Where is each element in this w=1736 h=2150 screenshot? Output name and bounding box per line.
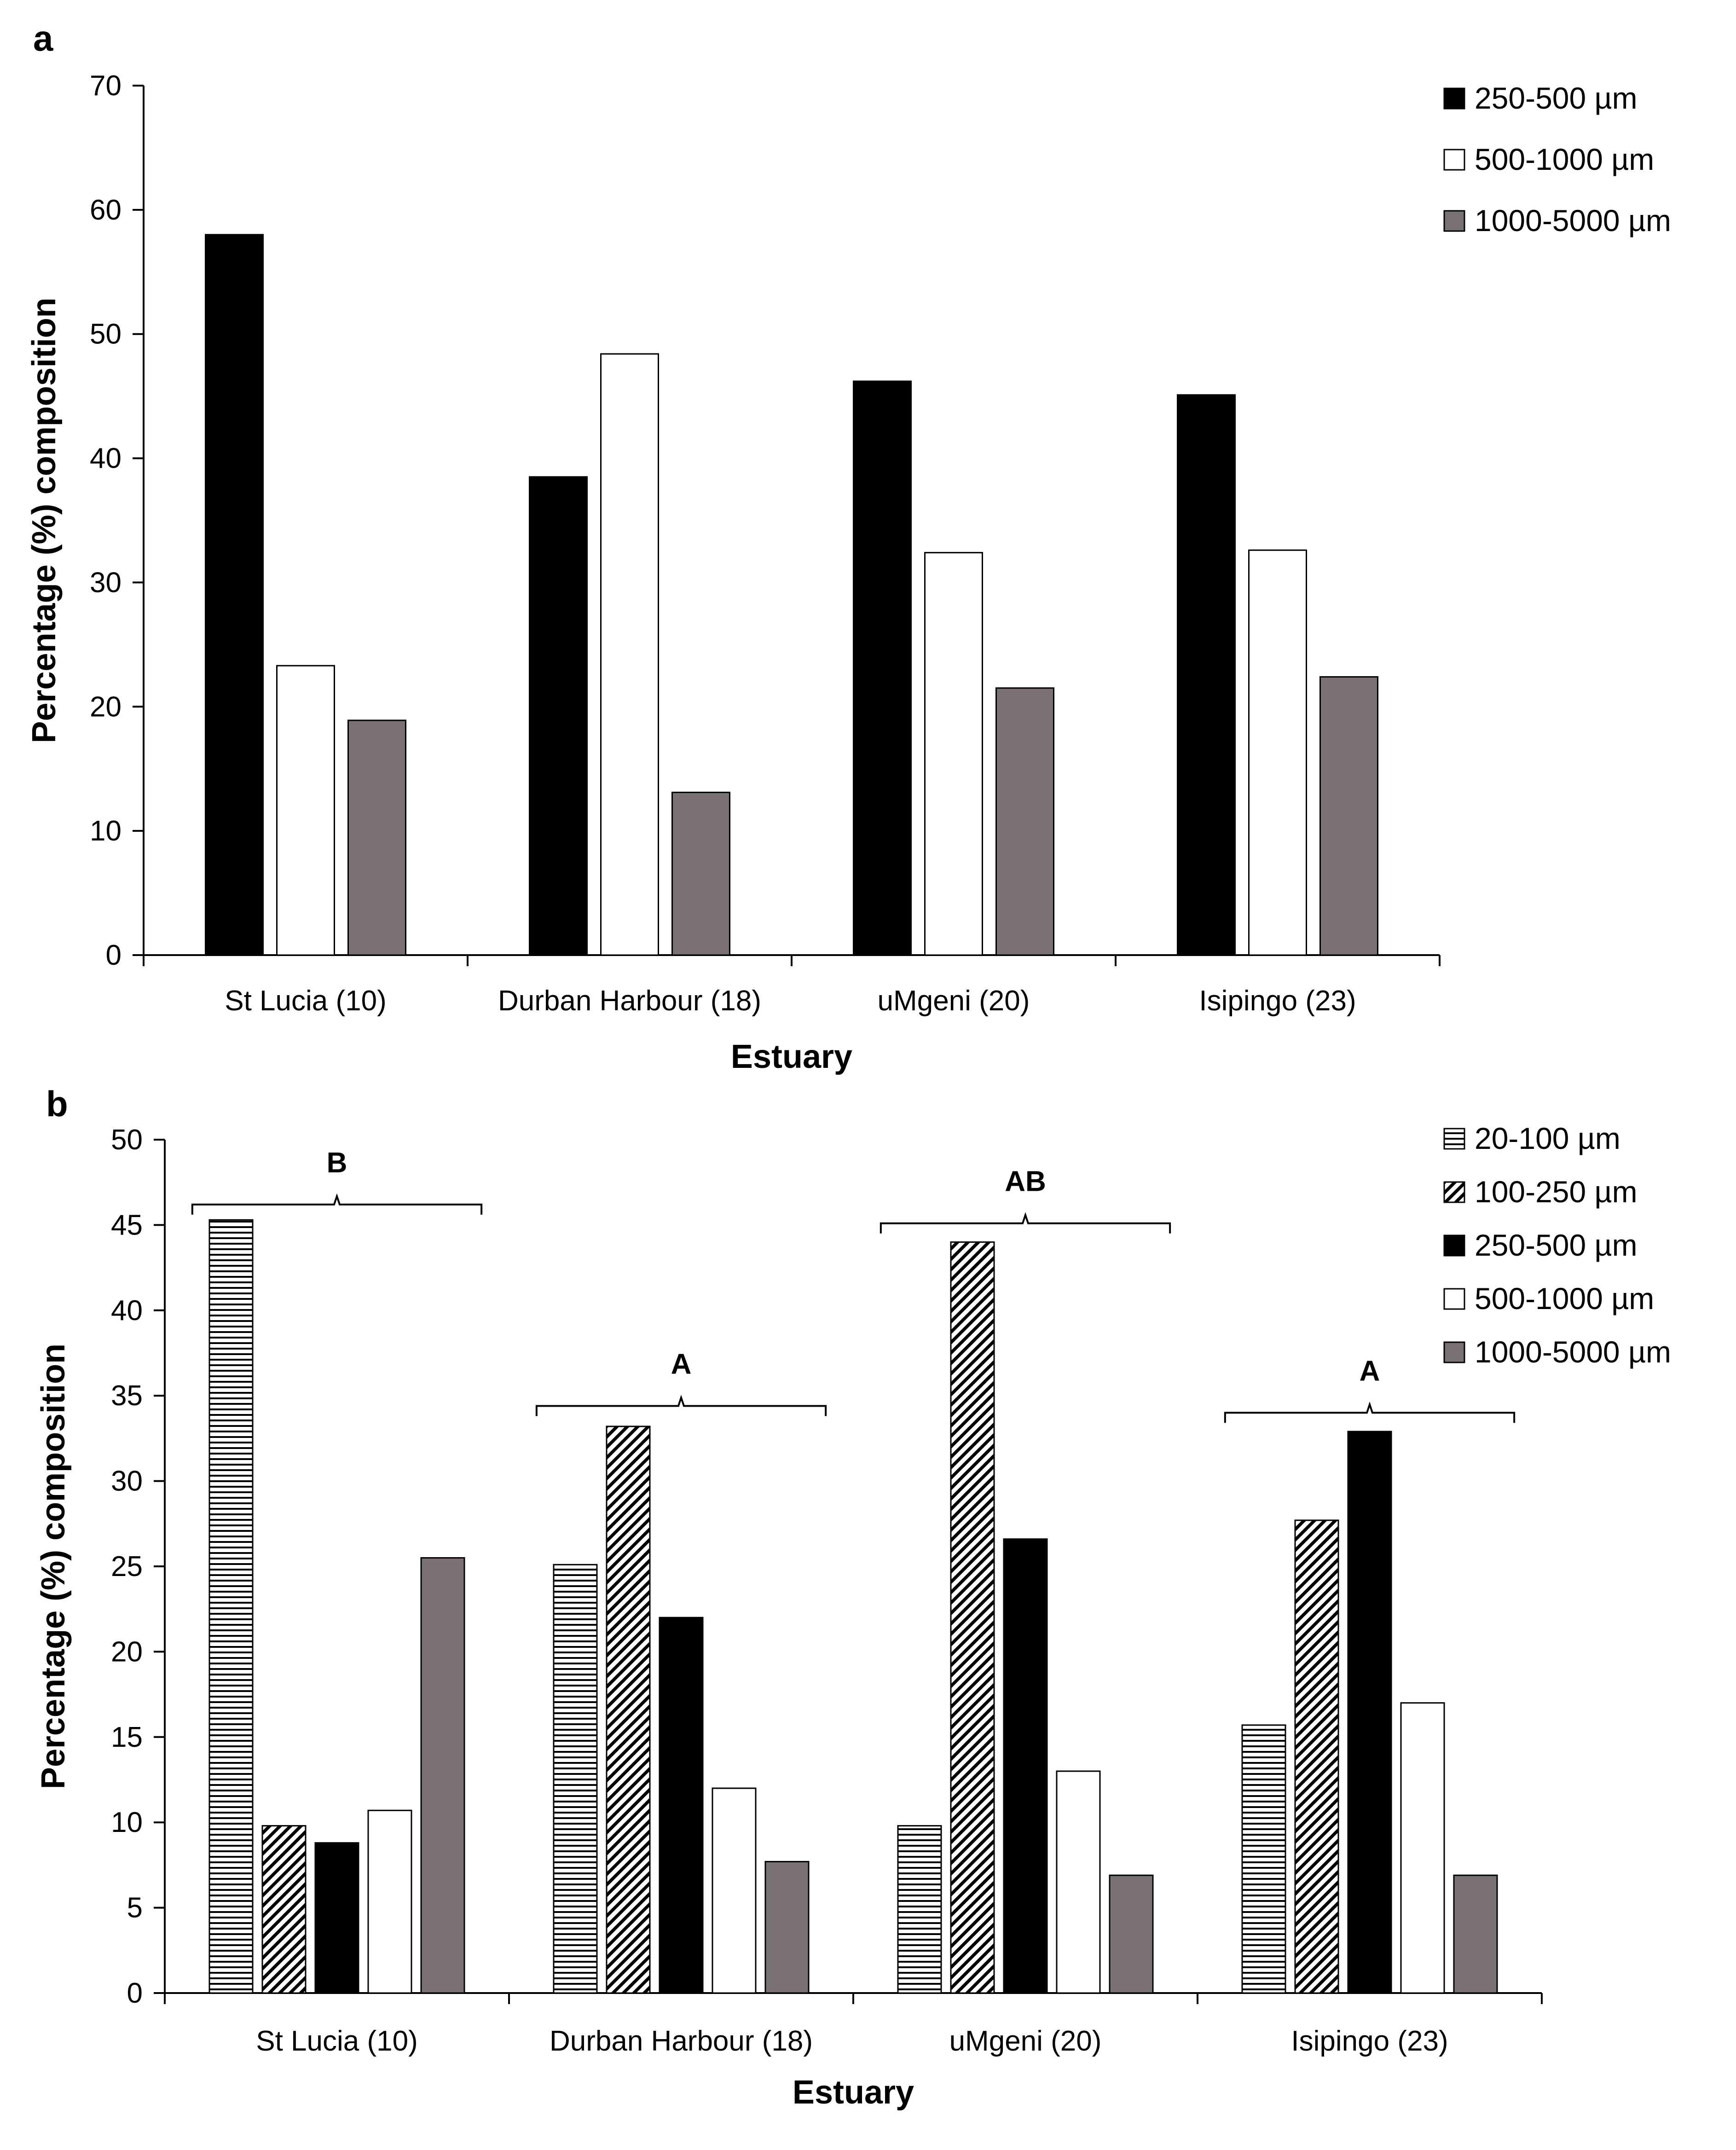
x-category-label: uMgeni (20) [878, 985, 1030, 1017]
y-tick-label: 30 [111, 1466, 143, 1497]
y-tick-label: 35 [111, 1380, 143, 1412]
x-category-label: uMgeni (20) [949, 2025, 1102, 2057]
bar-a-1-0 [529, 476, 588, 956]
bar-b-3-1 [1294, 1519, 1339, 1994]
bar-a-3-0 [1177, 394, 1236, 956]
y-tick-label: 50 [90, 319, 122, 350]
y-tick-label: 60 [90, 194, 122, 226]
bar-b-3-0 [1241, 1724, 1286, 1994]
y-tick-label: 15 [111, 1721, 143, 1753]
bar-b-1-1 [606, 1426, 651, 1994]
x-axis-title: Estuary [793, 2074, 914, 2111]
y-tick-label: 40 [111, 1295, 143, 1327]
bar-a-3-1 [1248, 549, 1307, 956]
y-tick-label: 25 [111, 1551, 143, 1582]
bar-b-2-4 [1109, 1874, 1154, 1994]
legend-swatch [1443, 149, 1465, 171]
legend-label: 500-1000 µm [1475, 142, 1654, 176]
bar-b-0-2 [314, 1842, 359, 1994]
significance-label: A [1360, 1355, 1380, 1387]
y-axis-title: Percentage (%) composition [35, 1344, 72, 1789]
bar-a-2-0 [853, 380, 912, 956]
bar-a-1-2 [671, 791, 730, 956]
legend-swatch [1443, 87, 1465, 110]
legend-swatch [1443, 1234, 1465, 1257]
significance-bracket [535, 1395, 827, 1416]
legend-swatch [1443, 210, 1465, 232]
bar-b-2-2 [1003, 1538, 1048, 1994]
legend-label: 1000-5000 µm [1475, 1335, 1671, 1369]
significance-label: B [327, 1147, 347, 1179]
legend-swatch [1443, 1288, 1465, 1310]
legend-label: 250-500 µm [1475, 1228, 1638, 1262]
y-tick-label: 0 [106, 939, 122, 971]
bar-b-1-2 [659, 1617, 704, 1994]
y-axis-title: Percentage (%) composition [26, 297, 63, 743]
x-category-label: St Lucia (10) [256, 2025, 418, 2057]
significance-label: A [671, 1348, 692, 1380]
x-category-label: Isipingo (23) [1291, 2025, 1448, 2057]
x-axis-title: Estuary [731, 1038, 852, 1075]
bar-a-2-2 [995, 687, 1054, 956]
legend-label: 250-500 µm [1475, 81, 1638, 115]
bar-b-0-4 [420, 1557, 465, 1994]
significance-label: AB [1005, 1166, 1046, 1198]
panel-b-chart: b 0 5 10 15 20 25 30 35 40 45 50 St Lucia (10) Durban… [35, 1084, 1671, 2111]
y-tick-label: 40 [90, 443, 122, 475]
bar-b-3-2 [1347, 1431, 1392, 1994]
y-tick-label: 20 [111, 1636, 143, 1668]
bar-a-0-1 [276, 665, 335, 956]
y-tick-label: 45 [111, 1209, 143, 1241]
y-tick-label: 30 [90, 567, 122, 598]
bar-a-3-2 [1319, 676, 1378, 956]
x-category-label: St Lucia (10) [225, 985, 387, 1017]
x-category-label: Durban Harbour (18) [550, 2025, 813, 2057]
significance-bracket [191, 1193, 483, 1215]
legend-label: 20-100 µm [1475, 1121, 1620, 1155]
bar-a-2-1 [924, 552, 983, 956]
bar-b-0-1 [261, 1825, 307, 1994]
bar-b-2-0 [897, 1825, 942, 1994]
bar-b-3-4 [1453, 1874, 1498, 1994]
legend-label: 100-250 µm [1475, 1175, 1638, 1209]
legend-label: 1000-5000 µm [1475, 203, 1671, 238]
panel-a-chart: a 0 10 20 30 40 50 60 70 St Lucia (10) Durban Harb… [26, 18, 1671, 1075]
y-tick-label: 10 [111, 1807, 143, 1838]
y-tick-label: 10 [90, 815, 122, 847]
bar-b-1-0 [553, 1564, 598, 1994]
x-category-label: Durban Harbour (18) [498, 985, 761, 1017]
y-tick-label: 20 [90, 691, 122, 723]
bar-a-0-0 [205, 234, 264, 956]
bar-b-1-4 [764, 1860, 810, 1994]
x-category-label: Isipingo (23) [1199, 985, 1356, 1017]
y-tick-label: 50 [111, 1124, 143, 1156]
y-tick-label: 70 [90, 70, 122, 102]
legend-swatch [1443, 1128, 1465, 1150]
y-tick-label: 0 [127, 1977, 143, 2009]
bar-b-1-3 [712, 1787, 757, 1994]
bar-a-1-1 [600, 353, 659, 956]
bar-b-2-1 [950, 1241, 995, 1994]
bar-b-0-0 [208, 1219, 254, 1994]
significance-bracket [880, 1212, 1171, 1234]
legend-swatch [1443, 1341, 1465, 1363]
panel-label-b: b [46, 1084, 68, 1124]
bar-b-0-3 [367, 1809, 412, 1994]
legend-swatch [1443, 1181, 1465, 1203]
legend-label: 500-1000 µm [1475, 1281, 1654, 1315]
y-tick-label: 5 [127, 1892, 143, 1924]
panel-label-a: a [33, 18, 53, 58]
bar-a-0-2 [347, 719, 406, 956]
bar-b-2-3 [1056, 1770, 1101, 1994]
bar-b-3-3 [1400, 1702, 1445, 1994]
significance-bracket [1224, 1401, 1516, 1423]
